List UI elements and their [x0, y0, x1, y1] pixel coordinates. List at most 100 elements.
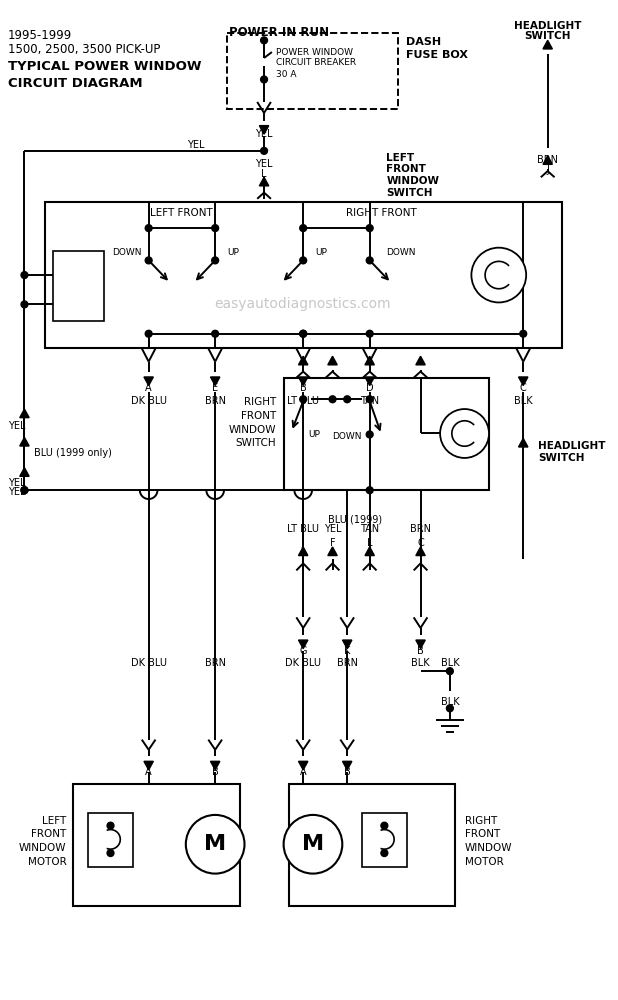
Text: UP: UP	[315, 248, 327, 257]
Circle shape	[446, 705, 454, 712]
Text: 1500, 2500, 3500 PICK-UP: 1500, 2500, 3500 PICK-UP	[8, 43, 160, 56]
Text: UP: UP	[227, 248, 239, 257]
Text: easyautodiagnostics.com: easyautodiagnostics.com	[214, 297, 391, 311]
Text: G: G	[300, 646, 307, 656]
Bar	[227, 33, 398, 109]
Circle shape	[21, 487, 28, 494]
Text: SWITCH: SWITCH	[538, 453, 585, 463]
Text: WINDOW: WINDOW	[386, 176, 439, 186]
Polygon shape	[144, 761, 153, 770]
Text: WINDOW: WINDOW	[228, 425, 276, 435]
Text: DK BLU: DK BLU	[285, 658, 321, 668]
Circle shape	[300, 225, 307, 232]
Polygon shape	[416, 640, 425, 649]
Circle shape	[472, 248, 526, 302]
Polygon shape	[519, 377, 528, 386]
Polygon shape	[260, 126, 269, 134]
Text: B: B	[417, 646, 424, 656]
Circle shape	[520, 330, 527, 337]
Text: M: M	[204, 834, 226, 854]
Circle shape	[186, 815, 245, 874]
Text: B: B	[300, 383, 307, 393]
Circle shape	[145, 257, 152, 264]
Text: DOWN: DOWN	[332, 432, 362, 441]
Text: BLK: BLK	[441, 697, 459, 707]
Polygon shape	[416, 356, 425, 365]
Text: LT BLU: LT BLU	[287, 524, 319, 534]
Bar	[362, 813, 407, 867]
Polygon shape	[543, 40, 552, 49]
Polygon shape	[519, 438, 528, 447]
Text: FRONT: FRONT	[465, 829, 500, 839]
Polygon shape	[20, 437, 29, 446]
Circle shape	[300, 257, 307, 264]
Polygon shape	[211, 761, 220, 770]
Circle shape	[107, 850, 114, 856]
Text: YEL: YEL	[324, 524, 341, 534]
Text: A: A	[145, 767, 152, 777]
Text: CIRCUIT DIAGRAM: CIRCUIT DIAGRAM	[8, 77, 143, 90]
Text: RIGHT: RIGHT	[465, 816, 497, 826]
Text: WINDOW: WINDOW	[19, 843, 67, 853]
Polygon shape	[365, 547, 375, 556]
Text: HEADLIGHT: HEADLIGHT	[538, 441, 606, 451]
Text: TAN: TAN	[360, 396, 379, 406]
Text: BLU (1999 only): BLU (1999 only)	[34, 448, 112, 458]
Text: 30 A: 30 A	[276, 70, 296, 79]
Text: C: C	[417, 538, 424, 548]
Text: BRN: BRN	[410, 524, 431, 534]
Text: MOTOR: MOTOR	[465, 857, 503, 867]
Text: L: L	[261, 169, 267, 179]
Circle shape	[300, 330, 307, 337]
Circle shape	[300, 396, 307, 403]
Polygon shape	[211, 377, 220, 386]
Text: BLK: BLK	[514, 396, 533, 406]
Circle shape	[366, 330, 373, 337]
Text: LEFT FRONT: LEFT FRONT	[150, 208, 213, 218]
Circle shape	[440, 409, 489, 458]
Polygon shape	[342, 640, 352, 649]
Text: BLK: BLK	[441, 658, 459, 668]
Text: SWITCH: SWITCH	[235, 438, 276, 448]
Text: YEL: YEL	[255, 159, 273, 169]
Text: BRN: BRN	[537, 155, 558, 165]
Text: J: J	[302, 538, 305, 548]
Circle shape	[284, 815, 342, 874]
Circle shape	[21, 301, 28, 308]
Circle shape	[366, 225, 373, 232]
Text: WINDOW: WINDOW	[465, 843, 512, 853]
Text: DOWN: DOWN	[112, 248, 142, 257]
Text: POWER IN RUN: POWER IN RUN	[229, 26, 329, 39]
Text: FRONT: FRONT	[32, 829, 67, 839]
Text: LT BLU: LT BLU	[287, 396, 319, 406]
Text: BLK: BLK	[411, 658, 430, 668]
Circle shape	[366, 487, 373, 494]
Polygon shape	[298, 640, 308, 649]
Text: TAN: TAN	[360, 524, 379, 534]
Bar	[53, 251, 104, 321]
Polygon shape	[543, 156, 552, 164]
Text: SWITCH: SWITCH	[386, 188, 433, 198]
Bar	[284, 378, 489, 490]
Text: POWER WINDOW: POWER WINDOW	[276, 48, 353, 57]
Circle shape	[300, 330, 307, 337]
Text: RIGHT: RIGHT	[243, 397, 276, 407]
Circle shape	[107, 822, 114, 829]
Text: CIRCUIT BREAKER: CIRCUIT BREAKER	[276, 58, 356, 67]
Circle shape	[446, 668, 454, 675]
Circle shape	[21, 272, 28, 278]
Circle shape	[145, 330, 152, 337]
Circle shape	[261, 76, 268, 83]
Bar	[45, 202, 562, 348]
Text: YEL: YEL	[187, 140, 205, 150]
Text: DASH: DASH	[406, 37, 441, 47]
Circle shape	[261, 147, 268, 154]
Polygon shape	[342, 761, 352, 770]
Text: YEL: YEL	[8, 487, 25, 497]
Text: DK BLU: DK BLU	[130, 658, 167, 668]
Circle shape	[366, 257, 373, 264]
Text: FUSE BOX: FUSE BOX	[406, 50, 468, 60]
Text: TYPICAL POWER WINDOW: TYPICAL POWER WINDOW	[8, 60, 201, 73]
Circle shape	[366, 396, 373, 403]
Circle shape	[329, 396, 336, 403]
